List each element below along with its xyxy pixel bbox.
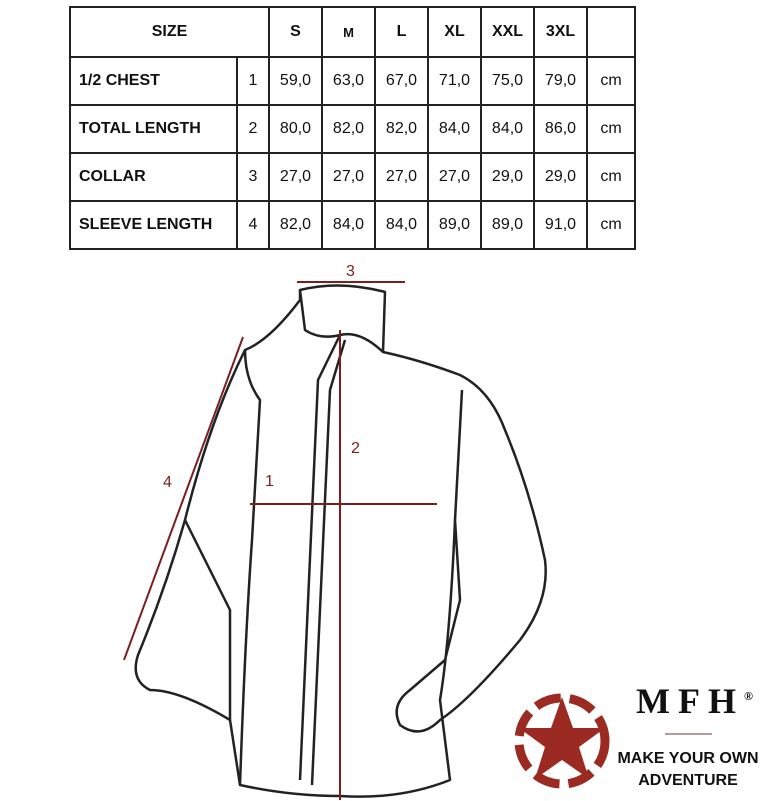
- length-label: 2: [351, 440, 360, 457]
- measure-value: 89,0: [427, 200, 482, 250]
- size-col: L: [374, 6, 429, 58]
- measure-value: 89,0: [480, 200, 535, 250]
- slogan-line: ADVENTURE: [638, 772, 738, 789]
- table-row: 1/2 CHEST 1 59,0 63,0 67,0 71,0 75,0 79,0 cm: [69, 56, 636, 106]
- unit: cm: [586, 152, 636, 202]
- unit: cm: [586, 56, 636, 106]
- size-col: 3XL: [533, 6, 588, 58]
- measure-name: 1/2 CHEST: [69, 56, 238, 106]
- measure-value: 82,0: [374, 104, 429, 154]
- size-header: SIZE: [69, 6, 270, 58]
- measure-value: 86,0: [533, 104, 588, 154]
- table-row: SLEEVE LENGTH 4 82,0 84,0 84,0 89,0 89,0 91,0 cm: [69, 200, 636, 250]
- measure-value: 84,0: [374, 200, 429, 250]
- measure-value: 75,0: [480, 56, 535, 106]
- measure-value: 84,0: [321, 200, 376, 250]
- measure-value: 67,0: [374, 56, 429, 106]
- measure-value: 71,0: [427, 56, 482, 106]
- measure-name: TOTAL LENGTH: [69, 104, 238, 154]
- sleeve-label: 4: [163, 474, 172, 491]
- size-col: S: [268, 6, 323, 58]
- brand-name: MFH: [636, 681, 744, 721]
- slogan: MAKE YOUR OWN ADVENTURE: [612, 748, 764, 792]
- measure-value: 27,0: [427, 152, 482, 202]
- brand-logo: MFH®: [636, 680, 753, 722]
- measure-name: COLLAR: [69, 152, 238, 202]
- measure-value: 27,0: [321, 152, 376, 202]
- measure-value: 84,0: [480, 104, 535, 154]
- measure-value: 63,0: [321, 56, 376, 106]
- measure-value: 59,0: [268, 56, 323, 106]
- measure-value: 80,0: [268, 104, 323, 154]
- measure-name: SLEEVE LENGTH: [69, 200, 238, 250]
- table-header-row: SIZE S M L XL XXL 3XL: [69, 6, 636, 58]
- measure-value: 84,0: [427, 104, 482, 154]
- measure-lines: [123, 281, 437, 800]
- size-col: M: [321, 6, 376, 58]
- measure-value: 79,0: [533, 56, 588, 106]
- measure-number: 1: [236, 56, 270, 106]
- star-icon: [519, 697, 605, 779]
- collar-label: 3: [346, 263, 355, 280]
- size-col: XXL: [480, 6, 535, 58]
- measure-number: 3: [236, 152, 270, 202]
- measure-value: 27,0: [268, 152, 323, 202]
- measure-value: 82,0: [268, 200, 323, 250]
- size-col: XL: [427, 6, 482, 58]
- registered-mark: ®: [743, 689, 753, 703]
- measure-value: 91,0: [533, 200, 588, 250]
- mfh-star-logo: [514, 693, 610, 789]
- measure-value: 29,0: [533, 152, 588, 202]
- unit: cm: [586, 104, 636, 154]
- chest-label: 1: [265, 473, 274, 490]
- table-row: COLLAR 3 27,0 27,0 27,0 27,0 29,0 29,0 cm: [69, 152, 636, 202]
- unit-header: [586, 6, 636, 58]
- measure-number: 4: [236, 200, 270, 250]
- sleeve-measure-line: [123, 336, 244, 661]
- measure-value: 27,0: [374, 152, 429, 202]
- measure-number: 2: [236, 104, 270, 154]
- measure-value: 29,0: [480, 152, 535, 202]
- slogan-line: MAKE YOUR OWN: [617, 750, 759, 767]
- logo-ring: [514, 693, 610, 789]
- size-table: SIZE S M L XL XXL 3XL 1/2 CHEST 1 59,0 63,0…: [69, 6, 636, 250]
- unit: cm: [586, 200, 636, 250]
- table-row: TOTAL LENGTH 2 80,0 82,0 82,0 84,0 84,0 86,0 cm: [69, 104, 636, 154]
- measure-value: 82,0: [321, 104, 376, 154]
